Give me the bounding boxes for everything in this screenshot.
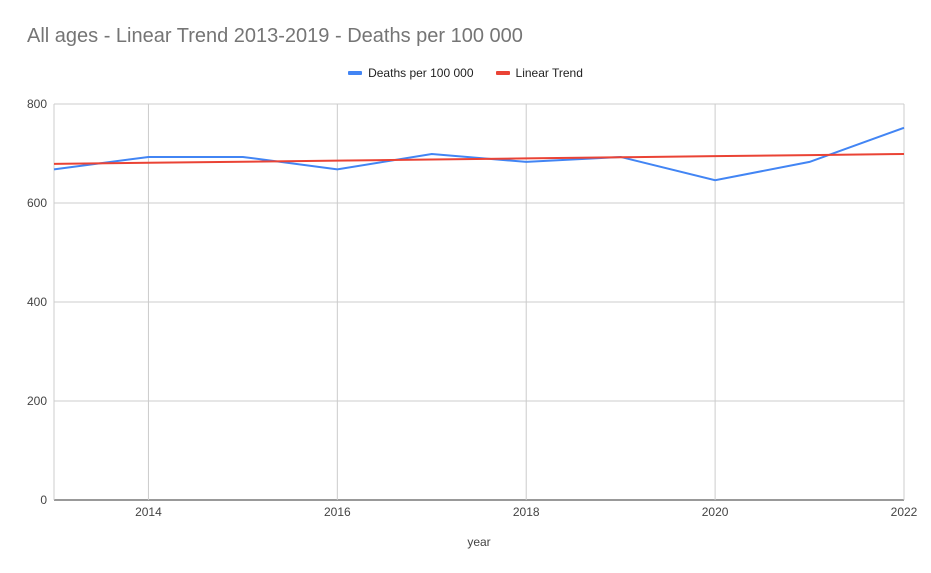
data-point[interactable] xyxy=(524,156,528,160)
data-point[interactable] xyxy=(713,178,717,182)
data-point[interactable] xyxy=(524,160,528,164)
data-point[interactable] xyxy=(430,157,434,161)
data-point[interactable] xyxy=(241,160,245,164)
x-tick-label: 2020 xyxy=(702,505,729,519)
x-tick-label: 2018 xyxy=(513,505,540,519)
series-line-deaths[interactable] xyxy=(53,126,905,182)
data-point[interactable] xyxy=(902,126,906,130)
x-axis-label: year xyxy=(467,535,490,549)
legend-swatch-deaths xyxy=(348,71,363,75)
data-point[interactable] xyxy=(335,167,339,171)
legend-item-deaths[interactable]: Deaths per 100 000 xyxy=(348,66,474,80)
x-tick-label: 2016 xyxy=(324,505,351,519)
data-point[interactable] xyxy=(241,155,245,159)
y-tick-label: 600 xyxy=(27,196,47,210)
y-tick-label: 200 xyxy=(27,394,47,408)
data-point[interactable] xyxy=(146,161,150,165)
data-point[interactable] xyxy=(619,155,623,159)
y-tick-label: 400 xyxy=(27,295,47,309)
x-tick-label: 2022 xyxy=(891,505,918,519)
x-tick-label: 2014 xyxy=(135,505,162,519)
data-point[interactable] xyxy=(335,159,339,163)
data-point[interactable] xyxy=(52,167,56,171)
data-point[interactable] xyxy=(146,155,150,159)
series-line-trend[interactable] xyxy=(53,152,905,165)
legend-label-deaths: Deaths per 100 000 xyxy=(368,66,474,80)
legend-item-trend[interactable]: Linear Trend xyxy=(495,66,583,80)
legend-swatch-trend xyxy=(495,71,510,75)
chart-title: All ages - Linear Trend 2013-2019 - Deat… xyxy=(27,25,523,47)
y-tick-label: 0 xyxy=(40,493,47,507)
data-point[interactable] xyxy=(902,152,906,156)
data-point[interactable] xyxy=(808,160,812,164)
data-point[interactable] xyxy=(713,154,717,158)
legend: Deaths per 100 000 Linear Trend xyxy=(0,66,931,80)
data-point[interactable] xyxy=(430,152,434,156)
legend-label-trend: Linear Trend xyxy=(515,66,583,80)
data-point[interactable] xyxy=(52,162,56,166)
data-point[interactable] xyxy=(808,153,812,157)
y-tick-label: 800 xyxy=(27,97,47,111)
